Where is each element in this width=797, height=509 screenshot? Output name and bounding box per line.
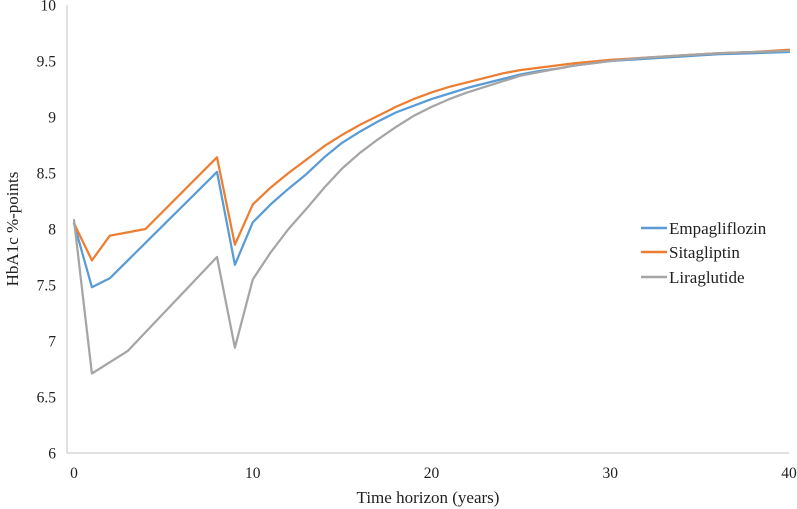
x-tick-label: 0 — [70, 465, 78, 482]
x-tick-label: 10 — [245, 465, 261, 482]
legend-label: Liraglutide — [669, 268, 745, 287]
y-tick-label: 7.5 — [37, 278, 57, 295]
y-tick-label: 6.5 — [37, 390, 57, 407]
legend: Empagliflozin Sitagliptin Liraglutide — [641, 219, 767, 287]
legend-item-liraglutide: Liraglutide — [641, 268, 745, 287]
y-axis-tick-labels: 10 9.5 9 8.5 8 7.5 7 6.5 6 — [37, 0, 57, 463]
y-tick-label: 9.5 — [37, 54, 57, 71]
series-lines — [72, 48, 791, 375]
x-axis-title: Time horizon (years) — [357, 488, 500, 507]
legend-item-empagliflozin: Empagliflozin — [641, 219, 767, 238]
series-line-sitagliptin — [72, 48, 791, 262]
y-tick-label: 9 — [48, 110, 56, 127]
x-tick-label: 40 — [781, 465, 797, 482]
legend-label: Sitagliptin — [669, 243, 740, 262]
y-axis-title: HbA1c %-points — [3, 172, 22, 287]
y-tick-label: 8.5 — [37, 166, 57, 183]
y-tick-label: 10 — [41, 0, 57, 15]
legend-item-sitagliptin: Sitagliptin — [641, 243, 740, 262]
x-tick-label: 20 — [424, 465, 440, 482]
y-tick-label: 7 — [48, 334, 56, 351]
series-line-liraglutide — [72, 49, 791, 375]
legend-label: Empagliflozin — [669, 219, 767, 238]
x-axis-tick-labels: 0 10 20 30 40 — [70, 465, 797, 482]
x-tick-label: 30 — [603, 465, 619, 482]
y-tick-label: 8 — [48, 222, 56, 239]
y-tick-label: 6 — [48, 446, 56, 463]
axes — [66, 5, 789, 454]
